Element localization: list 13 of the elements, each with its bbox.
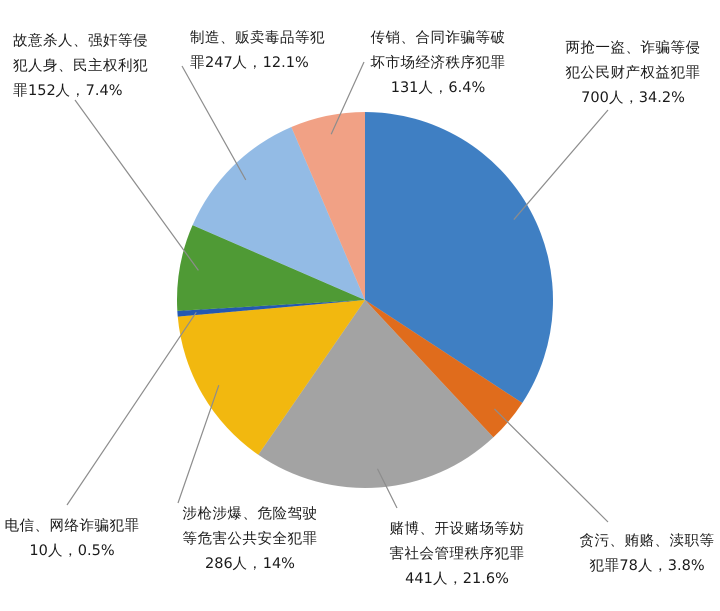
data-label: 441人，21.6%: [405, 571, 509, 587]
slice-label: 故意杀人、强奸等侵犯人身、民主权利犯罪152人，7.4%: [13, 32, 148, 99]
slice-label: 传销、合同诈骗等破坏市场经济秩序犯罪: [370, 29, 506, 71]
slice-label: 制造、贩卖毒品等犯罪247人，12.1%: [190, 29, 325, 71]
slice-label: 电信、网络诈骗犯罪: [4, 517, 140, 534]
data-label: 10人，0.5%: [29, 543, 115, 559]
data-label: 286人，14%: [205, 556, 295, 572]
data-label: 131人，6.4%: [390, 80, 486, 96]
slice-label: 贪污、贿赂、渎职等犯罪78人，3.8%: [580, 532, 714, 574]
data-label: 700人，34.2%: [581, 90, 685, 106]
slice-label: 赌博、开设赌场等妨害社会管理秩序犯罪: [390, 520, 524, 562]
slice-label: 涉枪涉爆、危险驾驶等危害公共安全犯罪: [182, 505, 318, 547]
slice-label: 两抢一盗、诈骗等侵犯公民财产权益犯罪: [566, 39, 700, 81]
